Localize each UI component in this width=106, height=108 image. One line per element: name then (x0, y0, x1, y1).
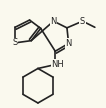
Text: NH: NH (51, 60, 64, 69)
Text: S: S (80, 17, 85, 26)
Text: S: S (12, 38, 18, 47)
Text: N: N (50, 17, 57, 26)
Text: N: N (65, 39, 72, 48)
